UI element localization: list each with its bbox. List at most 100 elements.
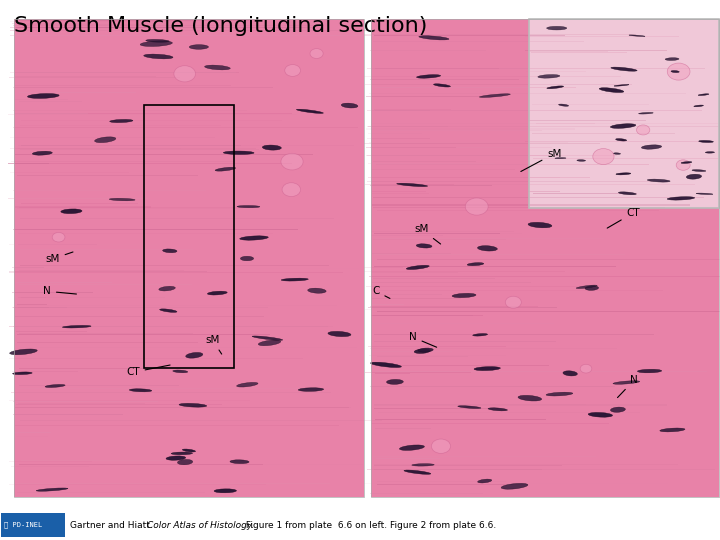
Ellipse shape [36,488,68,491]
Bar [15,464,363,465]
Ellipse shape [588,413,613,417]
Ellipse shape [237,382,258,387]
Bar [8,114,297,115]
Ellipse shape [146,39,169,42]
Text: N: N [409,332,436,347]
Bar [9,77,180,78]
Circle shape [580,364,592,373]
Bar [371,19,719,497]
Ellipse shape [412,464,434,466]
Text: sM: sM [205,335,222,354]
Circle shape [174,66,196,82]
Bar [0,510,720,540]
Bar [374,233,500,234]
Ellipse shape [563,371,577,376]
Ellipse shape [9,349,37,355]
Ellipse shape [230,460,249,464]
Text: Color Atlas of Histology.: Color Atlas of Histology. [147,521,254,530]
Ellipse shape [665,58,679,60]
Bar [371,350,452,352]
Ellipse shape [404,470,431,474]
Bar [10,35,374,36]
Bar [10,172,129,173]
Bar [13,307,268,308]
Bar [372,205,690,206]
Bar [20,27,305,28]
Bar [9,271,207,272]
Circle shape [53,232,65,242]
Bar [371,315,483,316]
Ellipse shape [397,183,428,187]
Ellipse shape [140,41,172,46]
Ellipse shape [109,198,135,201]
Bar [19,207,242,208]
Ellipse shape [258,340,281,346]
Bar [17,334,270,335]
Ellipse shape [419,36,449,40]
Bar [369,147,552,149]
Ellipse shape [577,160,585,161]
Ellipse shape [406,265,429,269]
Bar [21,145,241,146]
Ellipse shape [458,406,481,408]
Bar [377,481,506,482]
Bar [17,404,222,405]
Bar [374,341,556,342]
Bar [14,431,50,433]
Ellipse shape [555,158,566,159]
Ellipse shape [182,449,196,452]
Circle shape [310,49,323,58]
Bar [375,428,431,429]
Bar [373,184,695,185]
Ellipse shape [307,288,326,293]
Bar [19,78,267,79]
Bar [9,30,367,31]
Bar [369,346,505,347]
Ellipse shape [639,112,653,114]
Bar [370,50,487,51]
Bar [377,259,720,260]
Ellipse shape [186,353,203,358]
Ellipse shape [240,236,269,240]
Ellipse shape [179,403,207,407]
Bar [15,369,150,370]
Ellipse shape [629,35,645,37]
Ellipse shape [692,170,706,172]
Bar [16,436,48,437]
Bar [367,126,720,127]
Bar [378,365,549,366]
Bar [19,333,193,334]
Ellipse shape [298,388,323,392]
Text: CT: CT [607,208,640,228]
Bar [529,19,719,208]
Bar [12,292,93,293]
Ellipse shape [371,362,401,368]
Bar [14,19,364,497]
Bar [16,407,351,408]
Ellipse shape [109,119,133,123]
Bar [19,368,148,369]
Ellipse shape [681,161,692,164]
Text: sM: sM [414,224,441,244]
Text: Smooth Muscle (longitudinal section): Smooth Muscle (longitudinal section) [14,16,428,36]
Ellipse shape [618,192,636,195]
Ellipse shape [63,326,91,328]
Bar [19,385,179,386]
Bar [14,113,89,114]
Bar [15,113,292,114]
Bar [373,207,665,208]
Bar [21,297,166,298]
Ellipse shape [611,124,636,129]
Bar [375,68,499,69]
Bar [15,72,239,73]
Bar [19,20,248,21]
Ellipse shape [501,483,528,489]
Bar [13,378,314,379]
Ellipse shape [223,151,254,154]
Circle shape [667,63,690,80]
Bar [373,161,476,162]
Ellipse shape [171,452,192,455]
Ellipse shape [240,256,253,261]
Circle shape [465,198,488,215]
Ellipse shape [32,151,53,155]
